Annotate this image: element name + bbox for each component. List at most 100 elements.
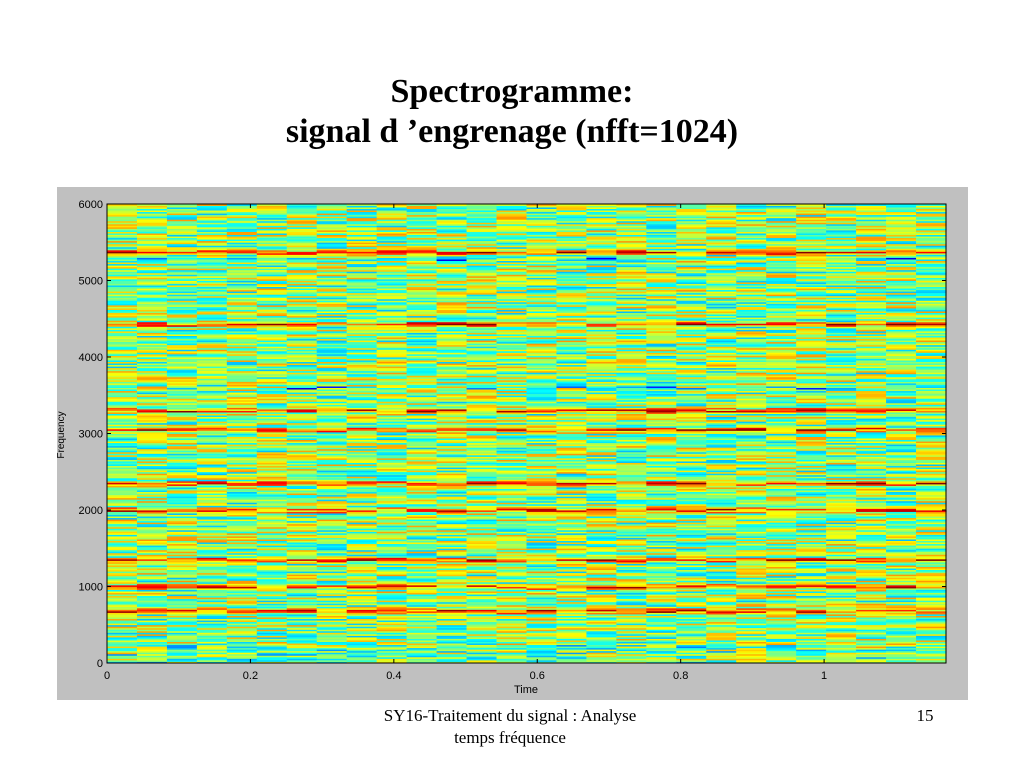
heatmap-cell xyxy=(436,308,468,310)
heatmap-cell xyxy=(196,554,228,557)
heatmap-cell xyxy=(346,334,378,336)
heatmap-cell xyxy=(436,621,468,624)
heatmap-cell xyxy=(136,633,168,636)
heatmap-cell xyxy=(107,272,138,275)
heatmap-cell xyxy=(286,444,318,447)
heatmap-cell xyxy=(107,242,138,245)
heatmap-cell xyxy=(346,456,378,459)
heatmap-cell xyxy=(196,568,228,571)
heatmap-cell xyxy=(316,312,348,315)
heatmap-cell xyxy=(376,222,408,225)
heatmap-cell xyxy=(586,537,617,540)
heatmap-cell xyxy=(496,595,528,598)
heatmap-cell xyxy=(436,569,468,572)
heatmap-cell xyxy=(466,418,498,421)
heatmap-cell xyxy=(556,422,588,425)
heatmap-cell xyxy=(556,614,588,616)
heatmap-cell xyxy=(436,627,468,630)
heatmap-cell xyxy=(406,292,438,295)
heatmap-cell xyxy=(316,219,348,222)
heatmap-cell xyxy=(256,580,288,583)
heatmap-cell xyxy=(526,430,558,433)
heatmap-cell xyxy=(556,372,588,375)
heatmap-cell xyxy=(466,298,498,301)
heatmap-cell xyxy=(256,661,288,664)
heatmap-cell xyxy=(526,323,558,326)
heatmap-cell xyxy=(496,487,528,489)
heatmap-cell xyxy=(526,632,558,635)
heatmap-cell xyxy=(286,349,318,352)
heatmap-cell xyxy=(526,288,558,291)
heatmap-cell xyxy=(346,418,378,421)
heatmap-cell xyxy=(346,532,378,535)
heatmap-cell xyxy=(166,234,198,237)
heatmap-cell xyxy=(346,353,378,356)
heatmap-cell xyxy=(256,649,288,652)
heatmap-cell xyxy=(107,268,138,271)
heatmap-cell xyxy=(346,248,378,251)
heatmap-cell xyxy=(406,335,438,338)
heatmap-cell xyxy=(526,265,558,268)
heatmap-cell xyxy=(107,653,138,656)
heatmap-cell xyxy=(496,542,528,545)
heatmap-cell xyxy=(466,366,498,369)
heatmap-cell xyxy=(196,563,228,566)
heatmap-cell xyxy=(346,231,378,234)
heatmap-cell xyxy=(256,358,288,361)
heatmap-cell xyxy=(166,415,198,418)
heatmap-cell xyxy=(436,320,468,323)
heatmap-cell xyxy=(166,505,198,508)
heatmap-cell xyxy=(466,626,498,629)
heatmap-cell xyxy=(166,474,198,477)
heatmap-cell xyxy=(556,592,588,595)
heatmap-cell xyxy=(526,315,558,318)
heatmap-cell xyxy=(286,653,318,656)
heatmap-cell xyxy=(226,295,258,298)
heatmap-cell xyxy=(256,303,288,306)
heatmap-cell xyxy=(496,629,528,632)
heatmap-cell xyxy=(496,499,528,502)
heatmap-cell xyxy=(526,542,558,545)
heatmap-cell xyxy=(166,360,198,362)
heatmap-cell xyxy=(256,470,288,473)
heatmap-cell xyxy=(196,431,228,434)
heatmap-cell xyxy=(556,558,588,561)
heatmap-cell xyxy=(466,503,498,506)
heatmap-cell xyxy=(256,312,288,315)
heatmap-cell xyxy=(166,344,198,347)
heatmap-cell xyxy=(436,364,468,367)
heatmap-cell xyxy=(376,315,408,318)
heatmap-cell xyxy=(136,506,168,509)
heatmap-cell xyxy=(376,282,408,284)
heatmap-cell xyxy=(436,464,468,467)
heatmap-cell xyxy=(136,643,168,646)
heatmap-cell xyxy=(166,226,198,229)
heatmap-cell xyxy=(346,275,378,278)
heatmap-cell xyxy=(226,537,258,540)
heatmap-cell xyxy=(466,379,498,382)
heatmap-cell xyxy=(226,239,258,242)
heatmap-cell xyxy=(376,257,408,260)
heatmap-cell xyxy=(286,545,318,548)
heatmap-cell xyxy=(496,418,528,421)
heatmap-cell xyxy=(556,487,588,489)
heatmap-cell xyxy=(226,389,258,392)
heatmap-cell xyxy=(406,459,438,462)
heatmap-cell xyxy=(406,537,438,540)
heatmap-cell xyxy=(526,252,558,255)
heatmap-cell xyxy=(436,239,468,242)
heatmap-cell xyxy=(196,586,228,589)
heatmap-cell xyxy=(466,352,498,355)
heatmap-cell xyxy=(256,493,288,496)
heatmap-cell xyxy=(316,226,348,229)
heatmap-cell xyxy=(107,315,138,318)
heatmap-cell xyxy=(466,615,498,618)
heatmap-cell xyxy=(107,392,138,395)
heatmap-cell xyxy=(496,216,528,219)
heatmap-cell xyxy=(346,558,378,561)
heatmap-cell xyxy=(526,387,558,390)
heatmap-cell xyxy=(436,467,468,470)
heatmap-cell xyxy=(346,444,378,447)
heatmap-cell xyxy=(526,459,558,462)
heatmap-cell xyxy=(526,461,558,463)
